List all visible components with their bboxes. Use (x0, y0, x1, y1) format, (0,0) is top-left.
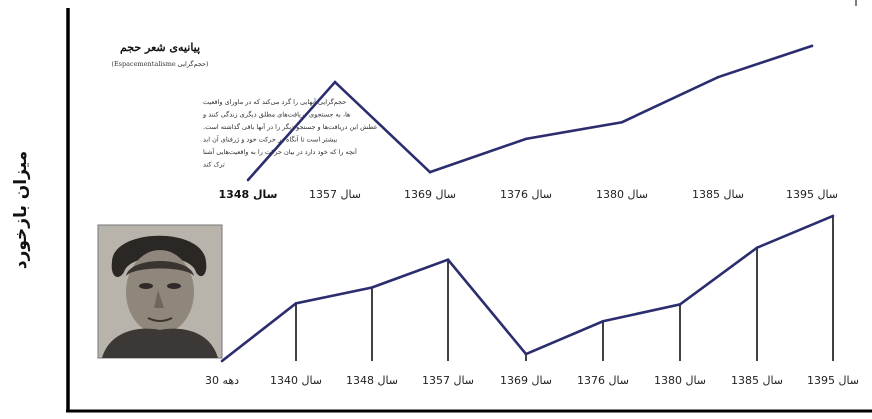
x-tick-label: دهه 30 (205, 374, 239, 387)
data-point (755, 246, 759, 250)
x-tick-label: سال 1376 (500, 188, 552, 201)
x-tick-label: سال 1395 (807, 374, 859, 387)
data-point (620, 120, 624, 124)
poem-line: بیشتر است تا آنگاه در حرکت خود و ژرفنای … (203, 134, 338, 144)
x-tick-label: سال 1380 (596, 188, 648, 201)
x-tick-label: سال 1385 (731, 374, 783, 387)
poem-card: پیانیه‌ی شعر حجم (حجم‌گرایی Espacemental… (111, 41, 377, 169)
poem-line: ها، به جستجوی دریافت‌های مطلق دیگری زندگ… (202, 110, 351, 119)
x-tick-label: سال 1357 (309, 188, 361, 201)
data-point (333, 80, 337, 84)
data-point (370, 286, 374, 289)
x-tick-label: سال 1369 (500, 374, 552, 387)
x-tick-label: سال 1348 (346, 374, 398, 387)
data-point (810, 44, 814, 48)
data-point (428, 170, 432, 174)
bottom-line-chart: دهه 30 سال 1340 سال 1348 سال 1357 سال 1369 سا… (205, 214, 859, 387)
data-point (831, 214, 835, 218)
x-tick-label: سال 1395 (786, 188, 838, 201)
poem-body: حجم‌گرایی آنهایی را گرد می‌کند که در ماو… (202, 96, 378, 169)
series-line (221, 214, 834, 363)
y-axis-label: میزان بازخورد (11, 151, 31, 269)
poem-subtitle: (حجم‌گرایی Espacementalisme) (111, 59, 209, 68)
data-point (524, 137, 528, 141)
data-point (601, 319, 605, 323)
data-point (220, 359, 224, 363)
data-point (446, 258, 450, 261)
top-line-chart: سال 1348 سال 1357 سال 1369 سال 1376 سال 1380… (219, 44, 838, 201)
data-point (524, 352, 528, 356)
x-tick-label: سال 1380 (654, 374, 706, 387)
portrait-photo (97, 224, 223, 359)
poem-line: حجم‌گرایی آنهایی را گرد می‌کند که در ماو… (203, 96, 346, 106)
poem-title: پیانیه‌ی شعر حجم (120, 41, 200, 54)
x-tick-label: سال 1348 (219, 188, 278, 201)
data-point (246, 178, 250, 182)
poem-line: آنچه را که خود دارد در بیان حرکت را به و… (203, 146, 358, 156)
x-tick-label: سال 1385 (692, 188, 744, 201)
x-tick-label: سال 1376 (577, 374, 629, 387)
data-point (294, 302, 298, 305)
data-point (678, 303, 682, 306)
x-tick-label: سال 1357 (422, 374, 474, 387)
x-tick-label: سال 1369 (404, 188, 456, 201)
x-tick-label: سال 1340 (270, 374, 322, 387)
poem-line: عطش این دریافت‌ها و جستجو دیگر را در آنه… (203, 121, 378, 131)
poem-line: ترک کند (203, 161, 225, 169)
data-point (716, 75, 720, 79)
